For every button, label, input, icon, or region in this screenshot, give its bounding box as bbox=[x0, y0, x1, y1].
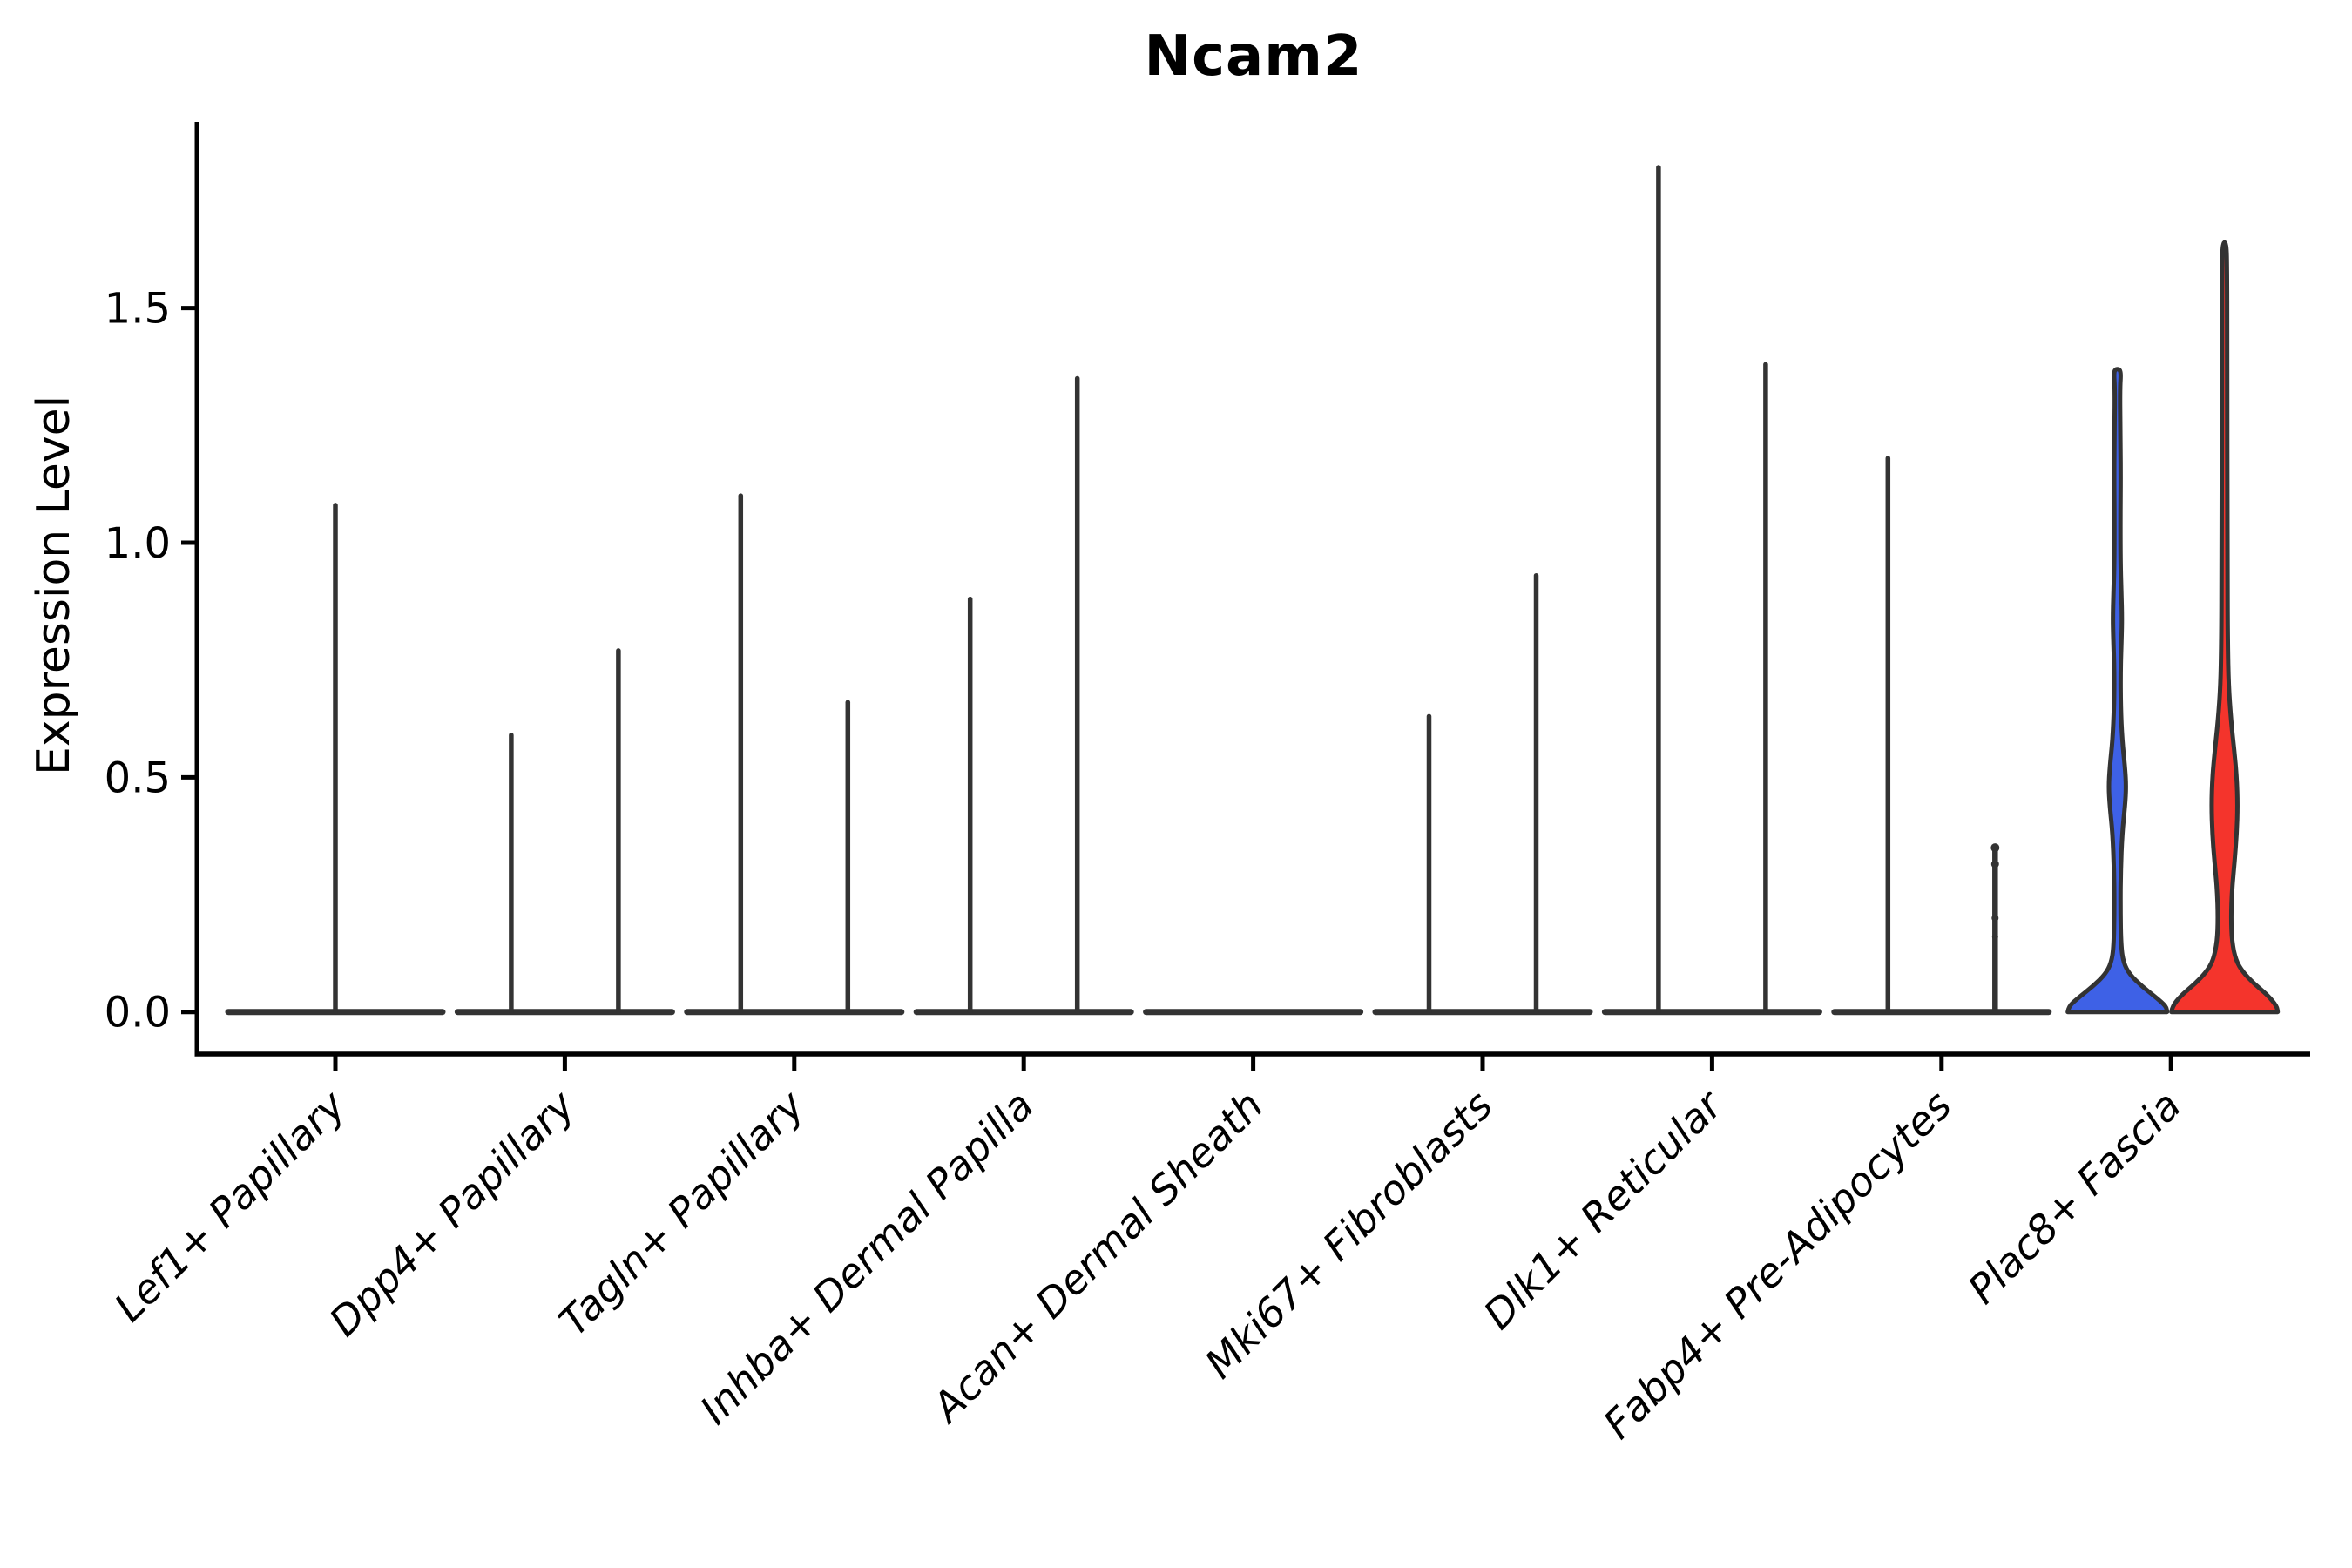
y-tick-label: 0.0 bbox=[105, 989, 171, 1037]
violin-filled-blue bbox=[2065, 367, 2170, 1015]
spike-knob bbox=[1990, 860, 1999, 868]
x-category-label: Plac8+ Fascia bbox=[1959, 1082, 2190, 1313]
spike-knob bbox=[1990, 843, 2000, 853]
spike-knob bbox=[1991, 934, 1998, 941]
chart-title: Ncam2 bbox=[1144, 24, 1363, 89]
y-tick-label: 1.0 bbox=[105, 519, 171, 568]
x-category-label: Dlk1+ Reticular bbox=[1475, 1079, 1734, 1338]
y-tick-label: 1.5 bbox=[105, 285, 171, 334]
x-category-label: Dpp4+ Papillary bbox=[321, 1081, 585, 1345]
x-category-label: Tagln+ Papillary bbox=[550, 1081, 814, 1345]
spike-knob bbox=[1991, 914, 1999, 922]
violin-filled-red bbox=[2169, 240, 2281, 1015]
x-category-label: Lef1+ Papillary bbox=[105, 1081, 355, 1330]
y-tick-label: 0.5 bbox=[105, 754, 171, 802]
